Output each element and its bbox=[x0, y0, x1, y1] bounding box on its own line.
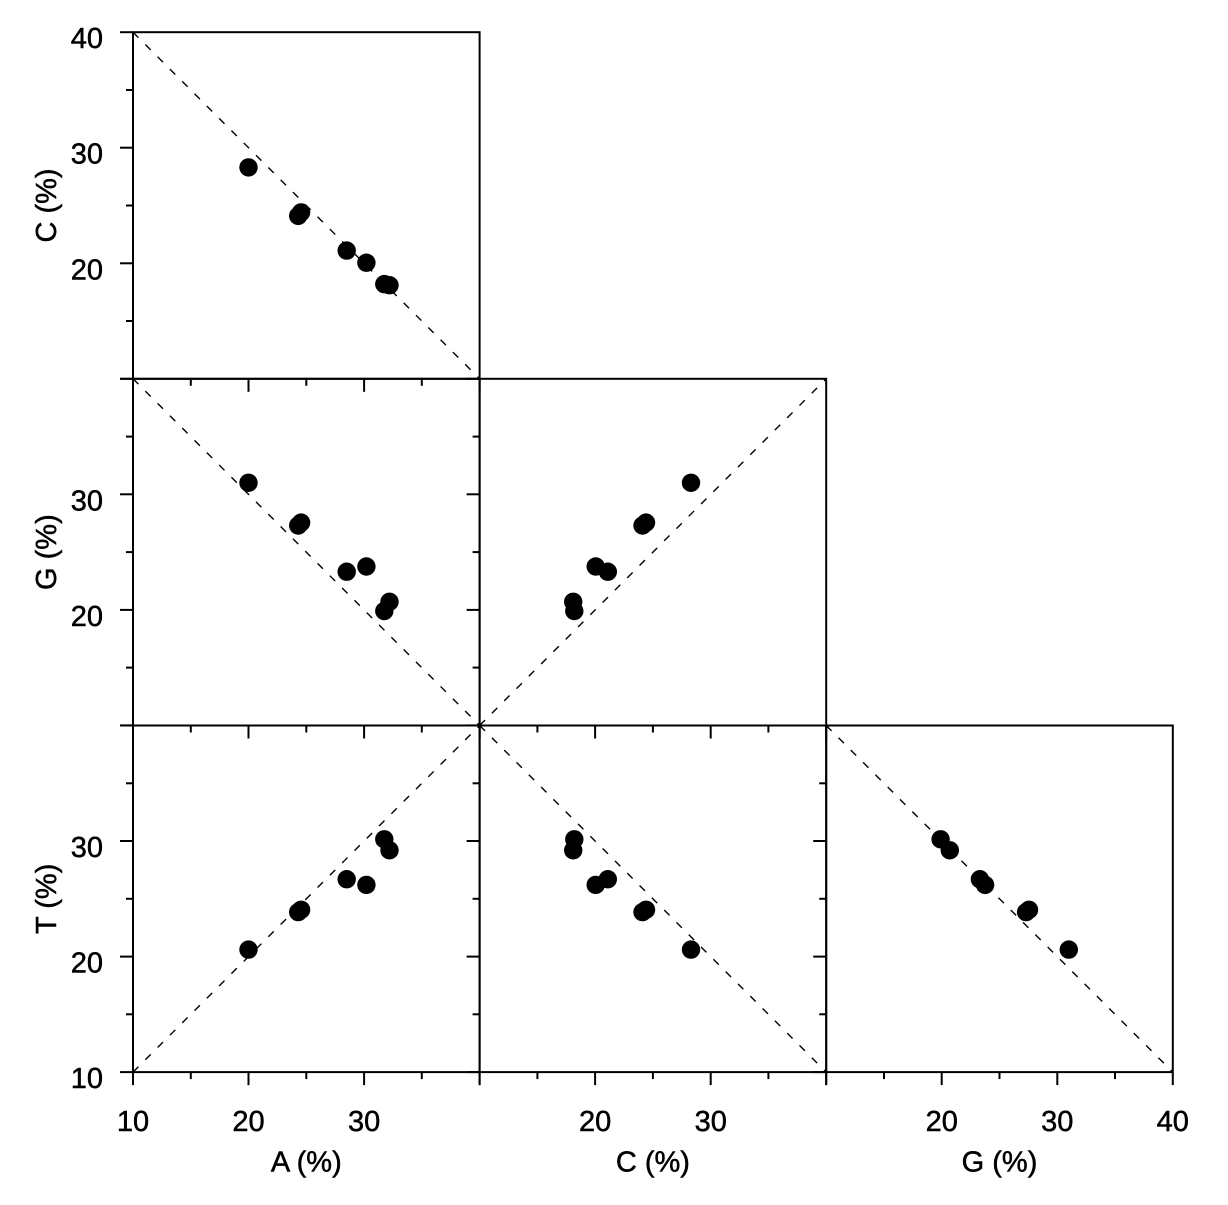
svg-text:20: 20 bbox=[71, 601, 103, 633]
svg-text:A (%): A (%) bbox=[271, 1147, 342, 1179]
svg-text:40: 40 bbox=[71, 23, 103, 55]
svg-text:30: 30 bbox=[1041, 1106, 1073, 1138]
svg-text:30: 30 bbox=[71, 139, 103, 171]
svg-text:G (%): G (%) bbox=[31, 514, 63, 590]
svg-text:20: 20 bbox=[579, 1106, 611, 1138]
svg-text:20: 20 bbox=[71, 254, 103, 286]
svg-text:T (%): T (%) bbox=[31, 864, 63, 934]
svg-text:20: 20 bbox=[926, 1106, 958, 1138]
svg-text:10: 10 bbox=[117, 1106, 149, 1138]
svg-text:30: 30 bbox=[71, 832, 103, 864]
svg-text:30: 30 bbox=[348, 1106, 380, 1138]
svg-text:30: 30 bbox=[695, 1106, 727, 1138]
svg-text:10: 10 bbox=[71, 1063, 103, 1095]
svg-text:C (%): C (%) bbox=[616, 1147, 690, 1179]
svg-text:G (%): G (%) bbox=[962, 1147, 1038, 1179]
svg-text:30: 30 bbox=[71, 485, 103, 517]
svg-text:20: 20 bbox=[71, 948, 103, 980]
svg-text:C (%): C (%) bbox=[31, 168, 63, 242]
svg-text:20: 20 bbox=[232, 1106, 264, 1138]
svg-text:40: 40 bbox=[1157, 1106, 1189, 1138]
